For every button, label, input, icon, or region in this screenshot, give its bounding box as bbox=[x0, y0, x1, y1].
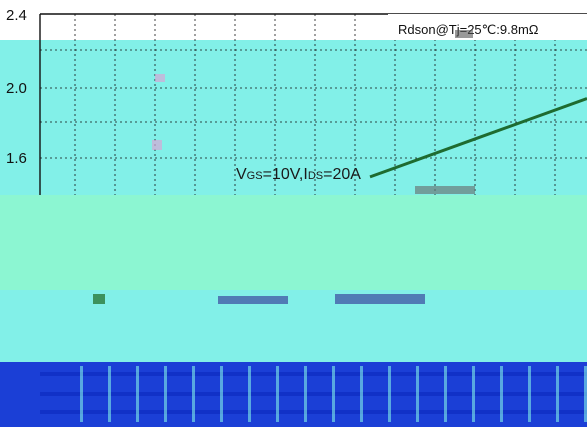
blue-band-tick bbox=[304, 366, 307, 422]
mint-band bbox=[0, 195, 587, 290]
blue-band-tick bbox=[80, 366, 83, 422]
blue-band-tick bbox=[388, 366, 391, 422]
legend-text: Rdson@Tj=25℃:9.8mΩ bbox=[398, 22, 539, 37]
blue-band-tick bbox=[248, 366, 251, 422]
blue-band-tick bbox=[500, 366, 503, 422]
blue-band-tick bbox=[276, 366, 279, 422]
blue-band-tick bbox=[332, 366, 335, 422]
blue-band-tick bbox=[444, 366, 447, 422]
y-tick-label: 1.6 bbox=[6, 150, 27, 167]
blue-band-tick bbox=[164, 366, 167, 422]
condition-annotation: VGS=10V,IDS=20A bbox=[236, 166, 361, 183]
blue-band-tick bbox=[108, 366, 111, 422]
cyan-band-top bbox=[0, 40, 587, 195]
blue-band-tick bbox=[472, 366, 475, 422]
blue-band-tick bbox=[192, 366, 195, 422]
blue-band-tick bbox=[416, 366, 419, 422]
blue-band-tick bbox=[584, 366, 587, 422]
artifact bbox=[152, 140, 162, 150]
artifact bbox=[155, 74, 165, 82]
artifact bbox=[415, 186, 475, 194]
y-axis-labels: 2.4 2.0 1.6 bbox=[6, 7, 27, 167]
blue-band-stripe bbox=[40, 410, 587, 414]
artifact bbox=[93, 294, 105, 304]
artifact bbox=[335, 294, 425, 304]
noise-artifacts bbox=[93, 30, 475, 304]
cyan-band-bottom bbox=[0, 290, 587, 362]
blue-band-tick bbox=[220, 366, 223, 422]
blue-band-stripe bbox=[40, 372, 587, 376]
y-tick-label: 2.4 bbox=[6, 7, 27, 24]
legend-box bbox=[388, 14, 587, 40]
blue-band-tick bbox=[528, 366, 531, 422]
blue-band-stripes bbox=[40, 366, 587, 422]
blue-band-tick bbox=[556, 366, 559, 422]
blue-band-tick bbox=[136, 366, 139, 422]
blue-band-stripe bbox=[40, 392, 587, 396]
series-line bbox=[369, 97, 587, 179]
grid bbox=[40, 14, 587, 195]
y-tick-label: 2.0 bbox=[6, 80, 27, 97]
artifact bbox=[218, 296, 288, 304]
artifact bbox=[455, 30, 473, 38]
blue-band-tick bbox=[360, 366, 363, 422]
